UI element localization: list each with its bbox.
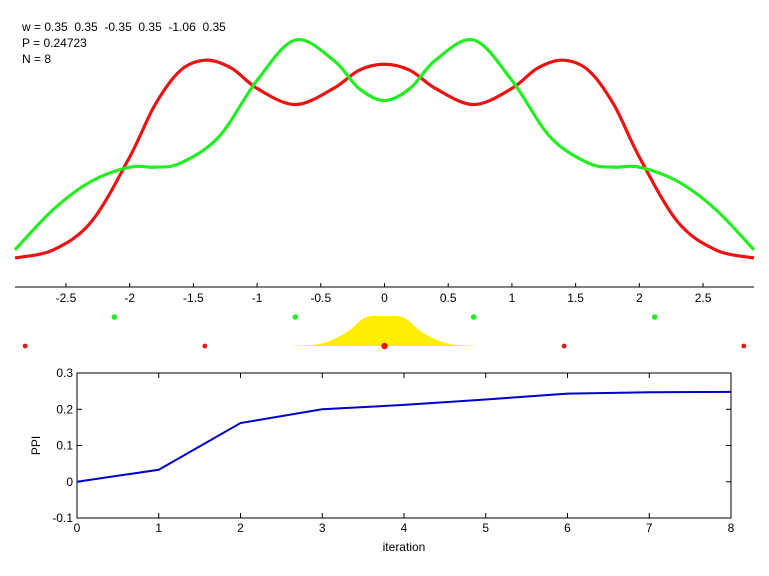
ppi-y-tick-label: 0.1	[56, 439, 73, 453]
waveform-x-tick-label: -1.5	[183, 291, 204, 305]
ppi-plot-frame	[76, 372, 732, 519]
waveform-x-tick-label: -0.5	[310, 291, 331, 305]
waveform-x-tick-label: 0.5	[440, 291, 457, 305]
red-marker-dot	[741, 343, 747, 349]
waveform-plot: -2.5 -2 -1.5 -1 -0.5 0 0.5 1 1.5 2 2.5	[13, 37, 756, 305]
ppi-y-tick-label: 0.2	[56, 402, 73, 416]
red-marker-dot	[561, 343, 567, 349]
ppi-x-tick-label: 6	[564, 521, 571, 535]
p-readout: P = 0.24723	[22, 36, 87, 50]
waveform-x-tick-label: -2	[124, 291, 135, 305]
ppi-y-tick-label: -0.1	[52, 511, 73, 525]
ppi-x-tick-label: 8	[728, 521, 735, 535]
ppi-x-tick-label: 0	[74, 521, 81, 535]
waveform-x-tick-label: -2.5	[56, 291, 77, 305]
green-marker-dot	[470, 314, 477, 320]
red-marker-dot	[202, 343, 208, 349]
red-curve	[14, 58, 755, 260]
green-curve	[13, 37, 756, 251]
waveform-x-tick-label: -1	[252, 291, 263, 305]
ppi-x-tick-label: 7	[646, 521, 653, 535]
ppi-y-axis-label: PPI	[29, 436, 43, 455]
yellow-envelope	[288, 315, 481, 346]
ppi-y-tick-label: 0.3	[56, 366, 73, 380]
waveform-x-tick-label: 1	[509, 291, 516, 305]
n-readout: N = 8	[22, 52, 52, 66]
waveform-x-tick-label: 2	[636, 291, 643, 305]
ppi-y-tick-label: 0	[66, 475, 73, 489]
ppi-x-tick-label: 3	[319, 521, 326, 535]
green-marker-dot	[292, 314, 299, 320]
ppi-x-axis-label: iteration	[383, 540, 426, 554]
green-marker-dot	[651, 314, 658, 320]
ppi-x-tick-label: 1	[155, 521, 162, 535]
green-marker-dot	[111, 314, 118, 320]
waveform-x-tick-label: 0	[381, 291, 388, 305]
ppi-series-line	[76, 390, 732, 483]
ppi-x-tick-label: 2	[237, 521, 244, 535]
sample-markers	[22, 314, 747, 350]
weights-readout: w = 0.35 0.35 -0.35 0.35 -1.06 0.35	[22, 20, 226, 34]
red-marker-dot	[381, 342, 388, 350]
ppi-x-tick-label: 4	[401, 521, 408, 535]
waveform-x-tick-label: 1.5	[567, 291, 584, 305]
waveform-x-tick-label: 2.5	[695, 291, 712, 305]
red-marker-dot	[22, 343, 28, 349]
ppi-x-tick-label: 5	[482, 521, 489, 535]
